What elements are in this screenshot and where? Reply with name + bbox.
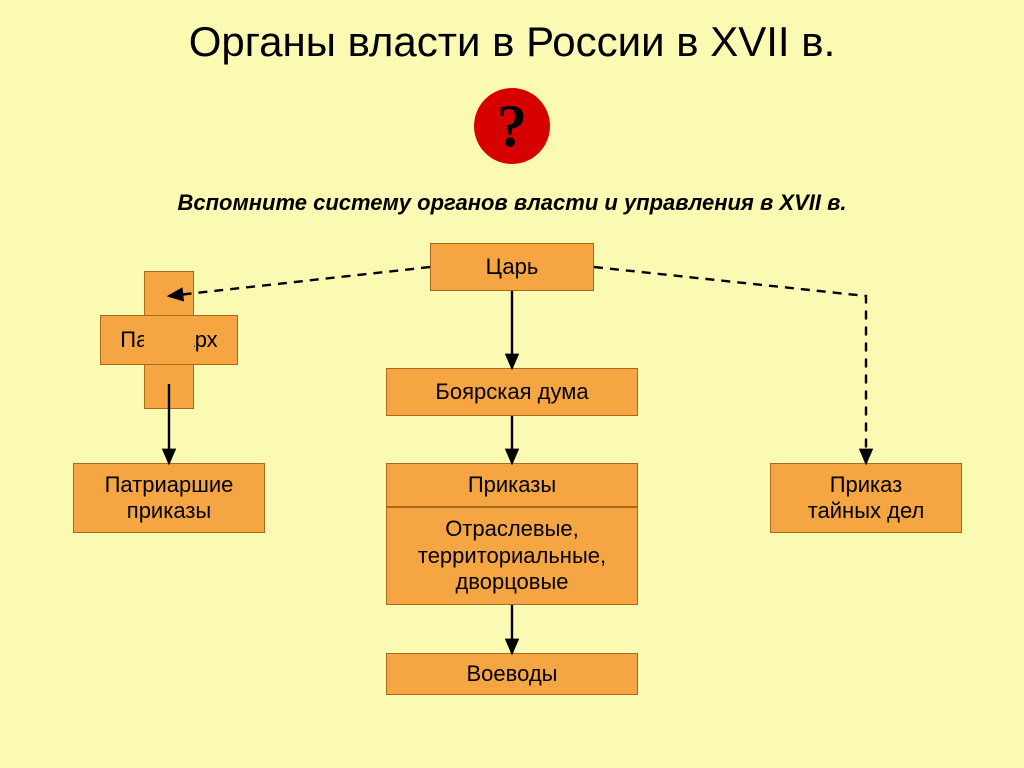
node-otrasl-label: Отраслевые, территориальные, дворцовые (418, 516, 606, 595)
node-tain-prikaz: Приказ тайных дел (770, 463, 962, 533)
slide: Органы власти в России в XVII в. ? Вспом… (0, 0, 1024, 768)
node-tain-prikaz-label: Приказ тайных дел (808, 472, 925, 525)
node-tsar-label: Царь (486, 254, 539, 280)
node-pat-prikazy-label: Патриаршие приказы (105, 472, 234, 525)
node-voevody: Воеводы (386, 653, 638, 695)
node-prikazy-label: Приказы (468, 472, 556, 498)
slide-title: Органы власти в России в XVII в. (0, 18, 1024, 66)
question-mark-glyph: ? (497, 92, 527, 161)
node-duma-label: Боярская дума (435, 379, 588, 405)
node-prikazy: Приказы (386, 463, 638, 507)
node-voevody-label: Воеводы (467, 661, 558, 687)
question-icon: ? (474, 88, 550, 164)
node-tsar: Царь (430, 243, 594, 291)
node-duma: Боярская дума (386, 368, 638, 416)
node-pat-prikazy: Патриаршие приказы (73, 463, 265, 533)
slide-subtitle: Вспомните систему органов власти и управ… (0, 190, 1024, 216)
node-otrasl: Отраслевые, территориальные, дворцовые (386, 507, 638, 605)
node-patriarch: Патриарх (100, 271, 238, 409)
